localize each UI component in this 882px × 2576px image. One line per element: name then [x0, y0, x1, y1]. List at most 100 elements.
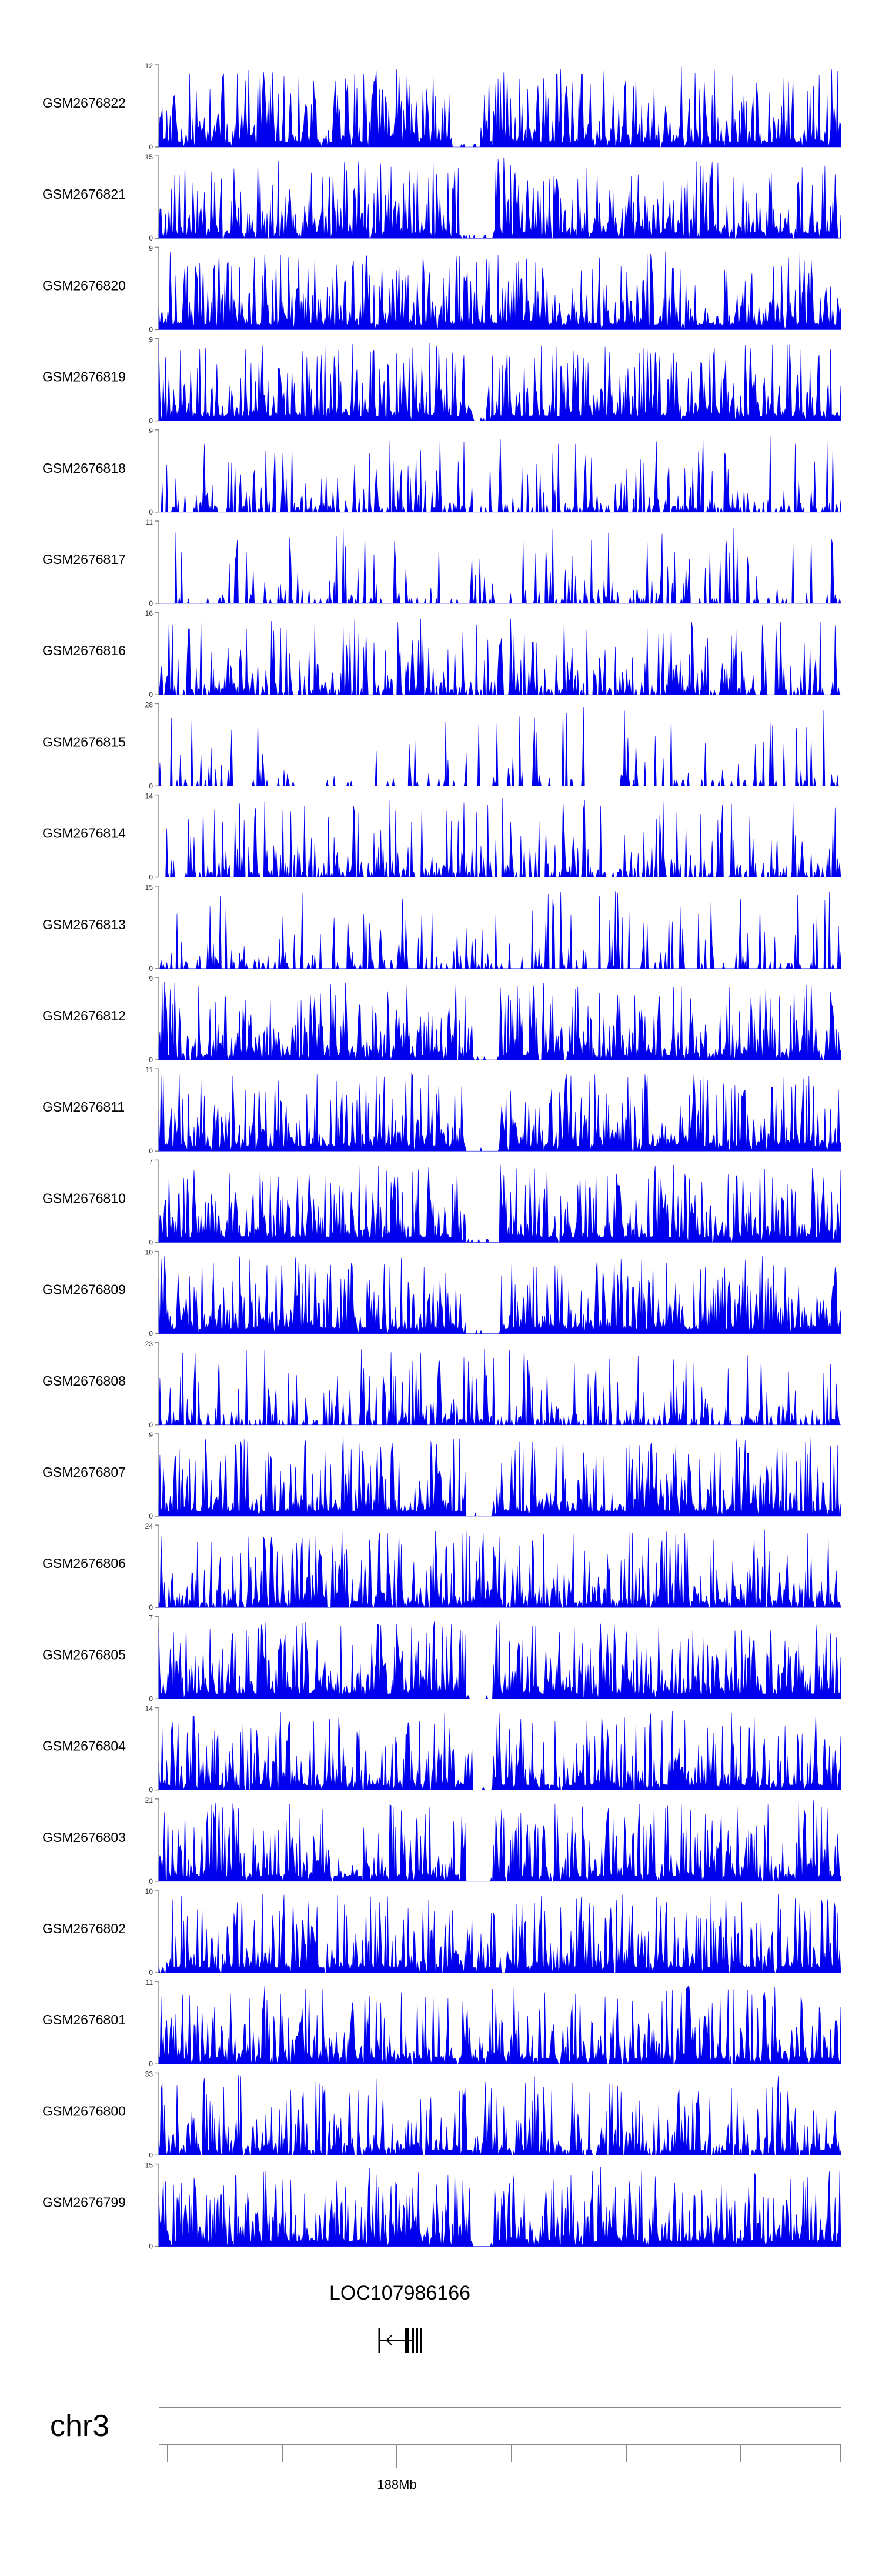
y-max-label: 10	[145, 1887, 153, 1896]
chromosome-axis: chr3 188Mb	[50, 2407, 841, 2492]
track-GSM2676804: GSM2676804 14 0	[42, 1705, 841, 1794]
y-min-label: 0	[149, 2060, 153, 2068]
x-tick-label: 188Mb	[377, 2477, 416, 2492]
y-max-label: 11	[146, 1978, 153, 1987]
y-max-label: 14	[145, 1705, 153, 1713]
coverage-area	[158, 252, 841, 330]
y-max-label: 23	[145, 1340, 153, 1348]
y-max-label: 7	[149, 1613, 153, 1621]
track-GSM2676815: GSM2676815 28 0	[42, 700, 841, 790]
coverage-area	[159, 798, 841, 877]
coverage-area	[158, 343, 841, 422]
y-min-label: 0	[149, 234, 153, 242]
y-min-label: 0	[149, 1147, 153, 1155]
y-max-label: 15	[145, 153, 153, 161]
track-GSM2676814: GSM2676814 14 0	[42, 792, 841, 882]
y-min-label: 0	[149, 1694, 153, 1703]
coverage-area	[158, 66, 841, 148]
y-min-label: 0	[149, 1786, 153, 1794]
y-min-label: 0	[149, 1877, 153, 1886]
track-GSM2676807: GSM2676807 9 0	[42, 1431, 841, 1520]
y-max-label: 15	[145, 2161, 153, 2170]
y-min-label: 0	[149, 965, 153, 973]
coverage-area	[158, 1530, 841, 1608]
track-label: GSM2676803	[42, 1830, 126, 1845]
y-max-label: 33	[145, 2070, 153, 2078]
y-max-label: 9	[149, 336, 153, 344]
y-min-label: 0	[149, 873, 153, 882]
track-label: GSM2676818	[42, 461, 126, 476]
track-label: GSM2676814	[42, 826, 126, 841]
y-min-label: 0	[149, 508, 153, 516]
track-label: GSM2676804	[42, 1739, 126, 1754]
coverage-area	[158, 1711, 841, 1790]
y-min-label: 0	[149, 1238, 153, 1246]
gene-exon	[416, 2328, 418, 2353]
y-max-label: 24	[145, 1522, 153, 1530]
track-GSM2676818: GSM2676818 9 0	[42, 427, 841, 516]
y-max-label: 12	[145, 62, 153, 70]
coverage-area	[158, 158, 841, 239]
gene-exon	[405, 2328, 409, 2353]
track-GSM2676802: GSM2676802 10 0	[42, 1887, 841, 1977]
y-max-label: 9	[149, 427, 153, 435]
coverage-area	[158, 1893, 841, 1973]
coverage-area	[158, 1164, 841, 1243]
y-max-label: 10	[145, 1249, 153, 1257]
coverage-area	[158, 1436, 841, 1517]
y-max-label: 15	[145, 883, 153, 892]
track-GSM2676803: GSM2676803 21 0	[42, 1796, 841, 1886]
track-GSM2676817: GSM2676817 11 0	[42, 518, 841, 608]
track-GSM2676820: GSM2676820 9 0	[42, 244, 841, 333]
coverage-area	[158, 2075, 841, 2155]
track-GSM2676806: GSM2676806 24 0	[42, 1522, 841, 1611]
track-label: GSM2676820	[42, 278, 126, 293]
track-label: GSM2676815	[42, 734, 126, 749]
gene-annotation: LOC107986166	[329, 2282, 470, 2353]
y-min-label: 0	[149, 1512, 153, 1520]
y-min-label: 0	[149, 417, 153, 425]
gene-exon	[412, 2328, 414, 2353]
chromosome-label: chr3	[50, 2409, 109, 2443]
coverage-area	[158, 1346, 841, 1426]
coverage-area	[158, 2166, 841, 2247]
gene-model	[378, 2328, 422, 2353]
y-min-label: 0	[149, 143, 153, 151]
coverage-area	[159, 436, 841, 513]
y-max-label: 16	[145, 609, 153, 618]
track-label: GSM2676805	[42, 1647, 126, 1662]
y-min-label: 0	[149, 782, 153, 790]
genome-axis-ticks	[167, 2444, 841, 2468]
track-label: GSM2676801	[42, 2012, 126, 2027]
track-GSM2676812: GSM2676812 9 0	[42, 975, 841, 1064]
y-max-label: 21	[145, 1796, 153, 1804]
gene-label: LOC107986166	[329, 2282, 470, 2304]
track-label: GSM2676811	[42, 1099, 125, 1115]
track-GSM2676801: GSM2676801 11 0	[42, 1978, 841, 2068]
strand-arrow-icon	[386, 2334, 393, 2346]
track-label: GSM2676802	[42, 1921, 126, 1936]
y-max-label: 9	[149, 975, 153, 983]
coverage-area	[158, 707, 841, 786]
y-min-label: 0	[149, 690, 153, 699]
track-label: GSM2676806	[42, 1556, 126, 1571]
track-GSM2676810: GSM2676810 7 0	[42, 1157, 841, 1246]
track-GSM2676799: GSM2676799 15 0	[42, 2161, 841, 2251]
coverage-area	[158, 1256, 841, 1334]
coverage-area	[158, 1986, 841, 2064]
y-max-label: 9	[149, 244, 153, 252]
track-label: GSM2676807	[42, 1464, 126, 1480]
track-label: GSM2676817	[42, 552, 126, 567]
track-label: GSM2676813	[42, 917, 126, 932]
y-min-label: 0	[149, 1330, 153, 1338]
y-min-label: 0	[149, 599, 153, 608]
y-min-label: 0	[149, 2243, 153, 2251]
coverage-area	[159, 891, 841, 969]
coverage-area	[158, 1073, 841, 1152]
coverage-area	[158, 981, 841, 1060]
y-min-label: 0	[149, 1603, 153, 1611]
track-label: GSM2676810	[42, 1190, 126, 1206]
y-min-label: 0	[149, 2151, 153, 2159]
gene-exon	[420, 2328, 422, 2353]
y-max-label: 7	[149, 1157, 153, 1165]
